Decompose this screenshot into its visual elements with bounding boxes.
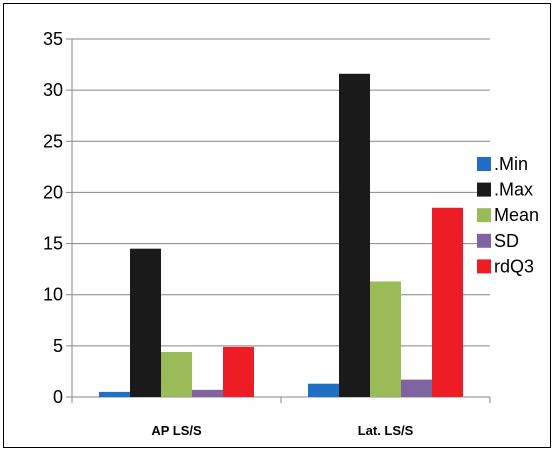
y-tick-label: 35 [43, 29, 63, 49]
y-tick-label: 25 [43, 131, 63, 151]
legend-label: .Min [494, 154, 528, 174]
bar [99, 391, 130, 397]
y-tick-label: 10 [43, 285, 63, 305]
y-tick-label: 20 [43, 182, 63, 202]
bar [161, 351, 192, 397]
bar [339, 73, 370, 397]
bar [130, 248, 161, 397]
legend-swatch [477, 259, 491, 274]
bars [99, 73, 463, 397]
category-label: Lat. LS/S [358, 423, 414, 438]
bar [223, 346, 254, 397]
legend-swatch [477, 233, 491, 248]
bar [370, 281, 401, 397]
category-label: AP LS/S [151, 423, 202, 438]
legend-label: rdQ3 [494, 256, 534, 276]
y-tick-label: 5 [53, 336, 63, 356]
legend-label: Mean [494, 205, 539, 225]
bar [192, 389, 223, 397]
bar [401, 379, 432, 397]
axes [66, 38, 491, 403]
legend-label: SD [494, 231, 519, 251]
y-tick-label: 15 [43, 234, 63, 254]
y-tick-label: 30 [43, 80, 63, 100]
legend-swatch [477, 208, 491, 223]
y-tick-labels: 0 5 10 15 20 25 30 35 [43, 29, 63, 407]
legend-swatch [477, 182, 491, 197]
bar [308, 383, 339, 397]
category-labels: AP LS/S Lat. LS/S [151, 423, 413, 438]
y-tick-label: 0 [53, 387, 63, 407]
legend-swatch [477, 157, 491, 171]
legend-label: .Max [494, 180, 533, 200]
bar [432, 207, 463, 397]
legend: .Min .Max Mean SD rdQ3 [477, 154, 539, 276]
